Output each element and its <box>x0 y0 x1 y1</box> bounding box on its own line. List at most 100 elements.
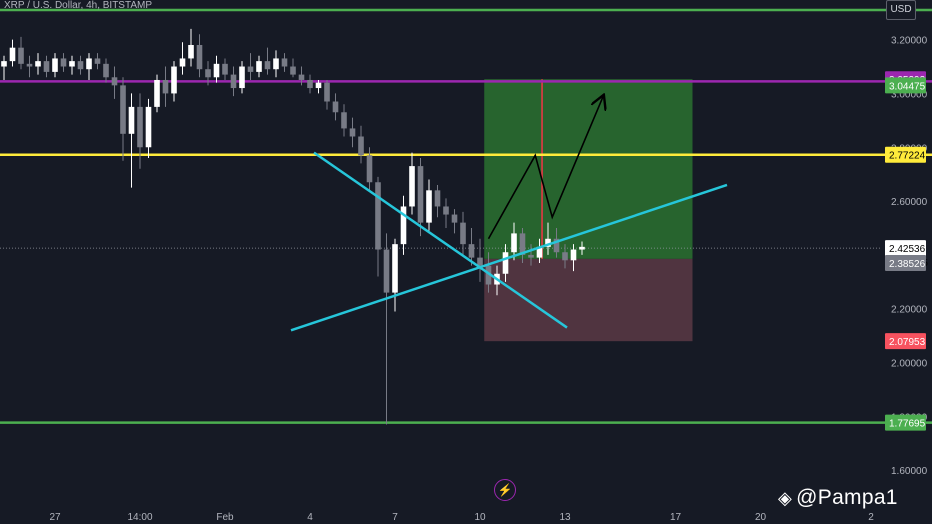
candle-body <box>247 66 254 72</box>
candle-body <box>290 66 296 75</box>
candle-body <box>52 58 58 72</box>
candle-body <box>1 61 7 67</box>
candle-body <box>120 85 126 134</box>
candle-body <box>358 136 364 156</box>
candle-body <box>400 206 407 245</box>
x-tick-label: 4 <box>307 512 313 523</box>
symbol-title: XRP / U.S. Dollar, 4h, BITSTAMP <box>4 0 153 11</box>
lightning-icon[interactable]: ⚡ <box>494 479 516 501</box>
candle-body <box>477 257 483 266</box>
candle-body <box>332 101 339 113</box>
x-tick-label: 27 <box>49 512 61 523</box>
x-tick-label: 14:00 <box>127 512 152 523</box>
candle-body <box>375 182 381 250</box>
x-tick-label: 10 <box>474 512 486 523</box>
y-tick-label: 2.00000 <box>891 359 928 370</box>
watermark: ◈ @Pampa1 <box>778 486 898 510</box>
candle-body <box>366 155 373 183</box>
candle-body <box>502 252 509 274</box>
y-tick-label: 3.00000 <box>891 89 928 100</box>
y-tick-label: 1.60000 <box>891 466 928 477</box>
candle-body <box>528 254 534 258</box>
candle-body <box>196 44 203 70</box>
x-tick-label: 2 <box>868 512 874 523</box>
candle-body <box>94 58 101 64</box>
candle-body <box>86 58 92 70</box>
price-tag-label: 1.77695 <box>889 419 926 430</box>
candle-body <box>485 265 492 285</box>
candle-body <box>239 66 245 89</box>
candle-body <box>43 61 50 72</box>
candle-body <box>324 82 330 102</box>
currency-badge[interactable]: USD <box>886 0 916 20</box>
trendline-1 <box>290 183 728 332</box>
candle-body <box>434 190 441 207</box>
x-tick-label: 13 <box>559 512 571 523</box>
candle-body <box>188 44 194 59</box>
candle-body <box>179 58 186 67</box>
price-tag-label: 2.77224 <box>889 151 926 162</box>
candle-body <box>111 77 118 86</box>
candle-body <box>468 244 475 258</box>
candle-body <box>315 82 322 89</box>
candle-body <box>222 63 228 75</box>
x-tick-label: 17 <box>670 512 682 523</box>
candle-body <box>154 79 160 107</box>
candle-body <box>341 112 347 129</box>
candle-body <box>18 47 24 64</box>
candle-body <box>60 58 67 67</box>
candle-body <box>511 233 517 253</box>
candle-body <box>137 106 143 148</box>
price-tag-label: 2.42536 <box>889 244 926 255</box>
diamond-logo-icon: ◈ <box>778 488 793 508</box>
candle-body <box>281 58 288 67</box>
candle-body <box>536 246 543 258</box>
candle-body <box>417 166 424 223</box>
candle-body <box>460 222 466 245</box>
target-zone <box>484 79 693 259</box>
projection-arrow <box>487 96 604 240</box>
x-tick-label: 7 <box>392 512 398 523</box>
price-tag-label: 3.04475 <box>889 81 926 92</box>
candle-body <box>171 66 177 94</box>
candle-body <box>103 63 109 78</box>
price-tag-label: 2.38526 <box>889 259 926 270</box>
stop-zone <box>484 258 693 342</box>
candle-body <box>264 61 271 70</box>
candle-body <box>162 79 169 94</box>
candle-body <box>545 238 551 247</box>
y-tick-label: 2.20000 <box>891 305 928 316</box>
candle-body <box>579 246 585 250</box>
candle-body <box>519 233 526 255</box>
candle-body <box>570 249 577 261</box>
candle-body <box>426 190 432 223</box>
candle-body <box>77 61 84 70</box>
candle-body <box>35 61 41 67</box>
candle-body <box>409 166 415 207</box>
price-tag <box>885 333 926 350</box>
y-tick-label: 3.20000 <box>891 36 928 47</box>
price-tag <box>885 414 926 431</box>
watermark-text: @Pampa1 <box>796 486 898 509</box>
candle-body <box>392 244 398 293</box>
candle-body <box>9 47 16 62</box>
candle-body <box>256 61 262 72</box>
y-tick-label: 2.60000 <box>891 197 928 208</box>
candle-body <box>349 128 356 137</box>
x-tick-label: 20 <box>755 512 767 523</box>
trendline-0 <box>313 151 568 329</box>
candle-body <box>69 61 75 67</box>
x-tick-label: Feb <box>216 512 234 523</box>
price-tag-label: 2.07953 <box>889 337 926 348</box>
candle-body <box>273 58 279 70</box>
candle-body <box>213 63 220 78</box>
price-tag <box>885 146 926 163</box>
candle-body <box>451 214 458 223</box>
candle-body <box>128 106 135 134</box>
candle-body <box>205 69 211 78</box>
candle-body <box>443 206 449 215</box>
candle-body <box>298 74 305 80</box>
candle-body <box>145 106 152 148</box>
